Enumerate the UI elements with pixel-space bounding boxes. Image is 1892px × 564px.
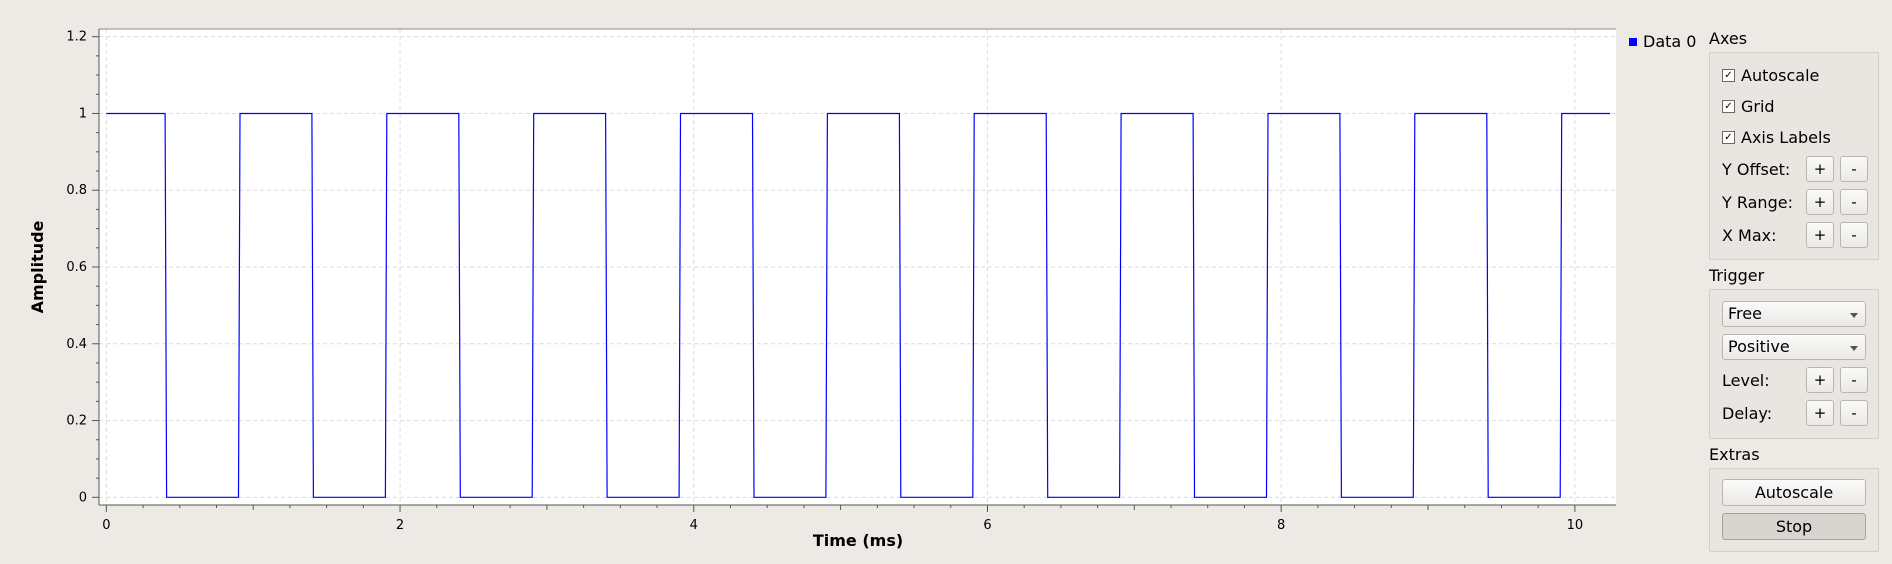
y-offset-row: Y Offset: + - bbox=[1722, 156, 1868, 182]
x-tick-label: 6 bbox=[983, 518, 991, 533]
y-range-minus-button[interactable]: - bbox=[1840, 189, 1868, 215]
y-tick-label: 0.8 bbox=[66, 183, 87, 198]
axes-frame: ✓ Autoscale ✓ Grid ✓ Axis Labels Y Offse… bbox=[1709, 52, 1879, 260]
trigger-level-row: Level: + - bbox=[1722, 367, 1868, 393]
y-tick-label: 1 bbox=[79, 106, 87, 121]
chevron-down-icon bbox=[1850, 346, 1858, 351]
grid-checkbox[interactable]: ✓ bbox=[1722, 100, 1735, 113]
trigger-delay-minus-button[interactable]: - bbox=[1840, 400, 1868, 426]
grid-checkbox-row[interactable]: ✓ Grid bbox=[1722, 97, 1775, 116]
x-max-plus-button[interactable]: + bbox=[1806, 222, 1834, 248]
legend-swatch-data-0 bbox=[1629, 37, 1637, 46]
autoscale-checkbox-label: Autoscale bbox=[1741, 66, 1820, 85]
stop-button[interactable]: Stop bbox=[1722, 513, 1866, 540]
grid-lines bbox=[99, 29, 1616, 505]
y-range-row: Y Range: + - bbox=[1722, 189, 1868, 215]
y-tick-label: 0.2 bbox=[66, 414, 87, 429]
x-tick-label: 4 bbox=[690, 518, 698, 533]
x-tick-label: 10 bbox=[1567, 518, 1584, 533]
series-line-data-0 bbox=[106, 112, 1611, 498]
trigger-delay-label: Delay: bbox=[1722, 403, 1773, 423]
trigger-delay-plus-button[interactable]: + bbox=[1806, 400, 1834, 426]
grid-checkbox-label: Grid bbox=[1741, 97, 1775, 116]
autoscale-checkbox-row[interactable]: ✓ Autoscale bbox=[1722, 66, 1819, 85]
y-range-label: Y Range: bbox=[1722, 192, 1793, 212]
y-axis-title: Amplitude bbox=[28, 220, 47, 313]
chevron-down-icon bbox=[1850, 313, 1858, 318]
y-tick-label: 0 bbox=[79, 490, 87, 505]
extras-section-title: Extras bbox=[1709, 445, 1760, 464]
trigger-level-label: Level: bbox=[1722, 370, 1770, 390]
trigger-section-title: Trigger bbox=[1709, 266, 1765, 285]
y-offset-label: Y Offset: bbox=[1722, 159, 1791, 179]
extras-frame: Autoscale Stop bbox=[1709, 468, 1879, 552]
y-tick-label: 0.6 bbox=[66, 260, 87, 275]
trigger-level-plus-button[interactable]: + bbox=[1806, 367, 1834, 393]
trigger-mode-value: Free bbox=[1728, 304, 1762, 323]
y-range-plus-button[interactable]: + bbox=[1806, 189, 1834, 215]
y-tick-label: 0.4 bbox=[66, 337, 87, 352]
axis-labels-checkbox-label: Axis Labels bbox=[1741, 128, 1831, 147]
extras-autoscale-button[interactable]: Autoscale bbox=[1722, 479, 1866, 506]
trigger-frame: Free Positive Level: + - Delay: + - bbox=[1709, 289, 1879, 439]
x-tick-label: 8 bbox=[1277, 518, 1285, 533]
x-max-row: X Max: + - bbox=[1722, 222, 1868, 248]
axis-labels-checkbox-row[interactable]: ✓ Axis Labels bbox=[1722, 128, 1831, 147]
y-offset-minus-button[interactable]: - bbox=[1840, 156, 1868, 182]
trigger-delay-row: Delay: + - bbox=[1722, 400, 1868, 426]
x-axis-title: Time (ms) bbox=[813, 531, 903, 550]
x-tick-label: 0 bbox=[102, 518, 110, 533]
scope-plot: 0 2 4 6 8 10 0 0.2 0.4 0.6 0.8 1 1.2 Time (ms) Ampli… bbox=[28, 28, 1616, 550]
trigger-mode-dropdown[interactable]: Free bbox=[1722, 301, 1866, 327]
axis-labels-checkbox[interactable]: ✓ bbox=[1722, 131, 1735, 144]
axis-ticks: 0 2 4 6 8 10 0 0.2 0.4 0.6 0.8 1 1.2 bbox=[66, 30, 1583, 533]
axes-section-title: Axes bbox=[1709, 29, 1748, 48]
autoscale-checkbox[interactable]: ✓ bbox=[1722, 69, 1735, 82]
x-max-minus-button[interactable]: - bbox=[1840, 222, 1868, 248]
y-offset-plus-button[interactable]: + bbox=[1806, 156, 1834, 182]
x-max-label: X Max: bbox=[1722, 225, 1777, 245]
trigger-slope-dropdown[interactable]: Positive bbox=[1722, 334, 1866, 360]
y-tick-label: 1.2 bbox=[66, 30, 87, 45]
x-tick-label: 2 bbox=[396, 518, 404, 533]
trigger-slope-value: Positive bbox=[1728, 337, 1790, 356]
legend: Data 0 bbox=[1629, 32, 1696, 51]
legend-label-data-0: Data 0 bbox=[1643, 32, 1697, 51]
trigger-level-minus-button[interactable]: - bbox=[1840, 367, 1868, 393]
